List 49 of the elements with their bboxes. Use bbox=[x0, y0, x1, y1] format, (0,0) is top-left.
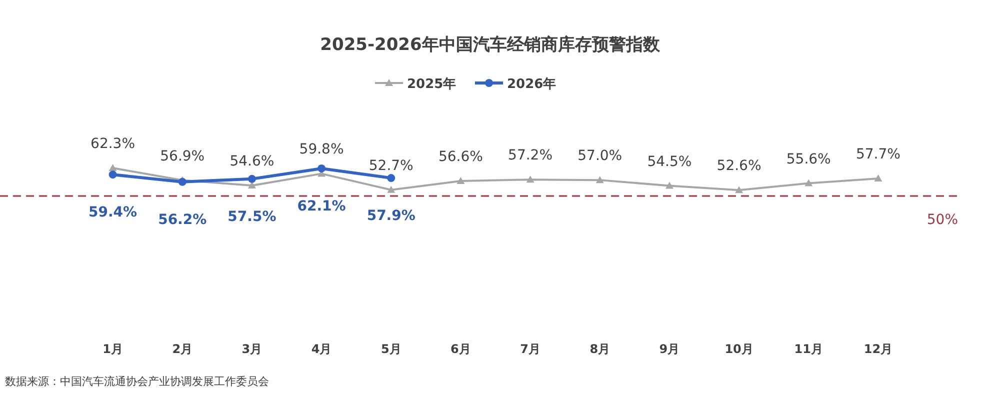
legend-label: 2025年 bbox=[407, 77, 456, 92]
point bbox=[108, 164, 117, 171]
data-label: 62.3% bbox=[90, 136, 136, 152]
point bbox=[248, 182, 256, 189]
point bbox=[804, 179, 813, 186]
x-tick-label: 4月 bbox=[311, 342, 332, 356]
data-label: 59.8% bbox=[299, 142, 344, 158]
point bbox=[108, 170, 117, 179]
point bbox=[178, 178, 186, 186]
data-label: 56.6% bbox=[438, 148, 483, 165]
x-tick-label: 3月 bbox=[242, 342, 262, 356]
point bbox=[596, 176, 604, 184]
data-label: 54.6% bbox=[230, 154, 274, 170]
data-label: 59.4% bbox=[88, 204, 138, 221]
data-label: 57.5% bbox=[228, 208, 276, 225]
point bbox=[456, 176, 465, 184]
data-label: 52.7% bbox=[368, 158, 414, 174]
point bbox=[874, 174, 882, 182]
x-tick-label: 11月 bbox=[794, 342, 823, 356]
point bbox=[248, 174, 256, 183]
data-label: 54.5% bbox=[647, 154, 692, 170]
ref-line-label: 50% bbox=[926, 212, 958, 228]
x-tick-label: 2月 bbox=[172, 342, 193, 356]
x-tick-label: 12月 bbox=[864, 342, 893, 356]
legend-label: 2026年 bbox=[507, 77, 556, 92]
point bbox=[318, 164, 326, 172]
x-tick-label: 8月 bbox=[590, 342, 610, 356]
x-tick-label: 10月 bbox=[724, 342, 754, 356]
point bbox=[735, 186, 744, 194]
data-label: 57.2% bbox=[508, 148, 553, 164]
data-label: 57.0% bbox=[578, 148, 622, 164]
data-label: 52.6% bbox=[716, 158, 762, 174]
chart-title: 2025-2026年中国汽车经销商库存预警指数 bbox=[320, 35, 661, 55]
source-note: 数据来源：中国汽车流通协会产业协调发展工作委员会 bbox=[5, 375, 269, 388]
data-label: 62.1% bbox=[297, 198, 346, 214]
point bbox=[665, 182, 674, 189]
x-tick-label: 6月 bbox=[450, 342, 471, 356]
data-label: 56.2% bbox=[158, 212, 207, 228]
point bbox=[387, 174, 396, 182]
data-label: 57.9% bbox=[366, 208, 416, 224]
x-tick-label: 5月 bbox=[380, 342, 402, 356]
data-label: 55.6% bbox=[786, 151, 831, 168]
x-tick-label: 9月 bbox=[659, 342, 680, 356]
x-tick-label: 1月 bbox=[102, 342, 123, 356]
point bbox=[526, 176, 534, 183]
data-label: 57.7% bbox=[856, 146, 900, 162]
x-tick-label: 7月 bbox=[520, 342, 540, 356]
data-label: 56.9% bbox=[160, 148, 205, 164]
point bbox=[387, 186, 396, 193]
